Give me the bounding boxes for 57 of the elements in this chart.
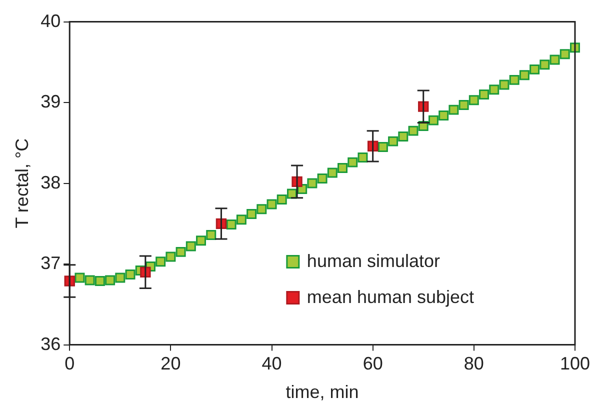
point xyxy=(448,104,459,115)
point xyxy=(428,115,438,126)
point xyxy=(398,131,408,142)
y-tick-label: 39 xyxy=(40,92,61,112)
point xyxy=(509,74,520,85)
point xyxy=(166,252,176,262)
point xyxy=(196,236,206,246)
point xyxy=(338,162,348,173)
point xyxy=(519,70,530,80)
y-tick-label: 36 xyxy=(40,334,61,354)
x-tick-label: 0 xyxy=(64,354,75,374)
point xyxy=(499,80,510,90)
x-tick-label: 20 xyxy=(160,354,181,374)
point xyxy=(176,246,186,257)
point xyxy=(540,60,550,70)
point xyxy=(226,219,236,230)
point xyxy=(186,241,196,252)
point xyxy=(156,256,166,267)
point xyxy=(94,276,105,286)
point xyxy=(206,230,216,240)
point xyxy=(317,173,328,184)
legend-label: human simulator xyxy=(306,250,440,271)
x-axis-title: time, min xyxy=(286,382,359,402)
point xyxy=(74,272,85,283)
y-tick-label: 40 xyxy=(40,10,61,31)
point xyxy=(246,208,257,219)
point xyxy=(266,199,277,210)
point xyxy=(105,275,116,286)
point xyxy=(438,110,449,120)
point xyxy=(327,168,338,178)
x-tick-label: 60 xyxy=(362,354,383,374)
point xyxy=(378,142,388,152)
y-axis-title: T rectal, °C xyxy=(12,138,32,228)
point xyxy=(560,49,570,60)
point xyxy=(256,204,267,214)
x-tick-label: 100 xyxy=(560,354,590,374)
point xyxy=(115,272,126,283)
point xyxy=(550,54,560,65)
point xyxy=(125,270,136,280)
point xyxy=(489,84,500,95)
y-tick-label: 37 xyxy=(40,253,61,274)
y-tick-label: 38 xyxy=(40,172,61,192)
point xyxy=(307,178,318,188)
point xyxy=(388,136,398,146)
x-tick-label: 40 xyxy=(262,354,282,374)
legend-label: mean human subject xyxy=(306,286,474,307)
point xyxy=(408,126,418,136)
point xyxy=(358,152,368,162)
point xyxy=(276,194,287,204)
x-tick-label: 80 xyxy=(464,354,484,374)
point xyxy=(479,89,490,100)
point xyxy=(84,275,95,286)
point xyxy=(530,64,540,74)
point xyxy=(458,100,469,110)
point xyxy=(236,214,246,225)
point xyxy=(468,95,479,106)
point xyxy=(348,157,358,168)
